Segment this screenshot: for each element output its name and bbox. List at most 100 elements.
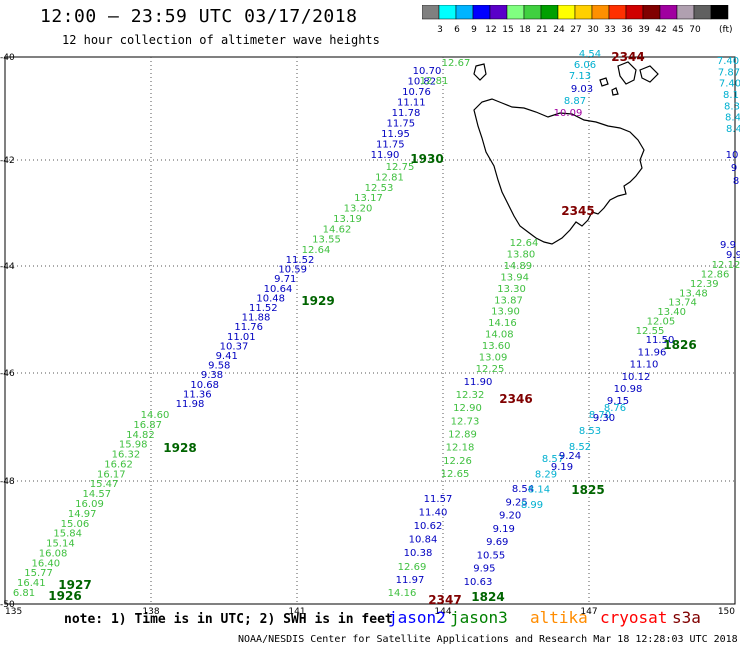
swh-value-label: 10.37 <box>220 341 249 352</box>
swh-value-label: 11.90 <box>371 150 400 161</box>
swh-value-label: 13.74 <box>668 298 697 309</box>
scale-label: 30 <box>587 25 599 35</box>
swh-value-label: 11.75 <box>376 140 405 151</box>
pass-time-label: 1930 <box>410 152 443 166</box>
swh-value-label: 14.89 <box>503 261 532 272</box>
longitude-tick: 138 <box>142 607 159 617</box>
swh-value-label: 14.82 <box>126 430 155 441</box>
swh-value-label: 9.38 <box>201 370 223 381</box>
swh-value-label: 9.9 <box>726 250 740 261</box>
scale-label: 12 <box>485 25 496 35</box>
swh-value-label: 13.19 <box>333 214 362 225</box>
swh-value-label: 11.11 <box>397 98 426 109</box>
scale-label: 24 <box>553 25 565 35</box>
swh-value-label: 10.38 <box>404 548 433 559</box>
scale-label: 45 <box>672 25 683 35</box>
swh-value-label: 11.88 <box>242 313 271 324</box>
swh-value-label: 8.57 <box>542 454 564 465</box>
longitude-tick: 150 <box>718 607 735 617</box>
swh-value-label: 16.87 <box>133 420 162 431</box>
swh-value-label: 13.40 <box>657 307 686 318</box>
swh-value-label: 14.57 <box>82 489 111 500</box>
swh-value-label: 10.09 <box>554 108 583 119</box>
island-small <box>599 77 619 96</box>
swh-value-label: 14.16 <box>388 588 417 599</box>
swh-value-label: 7.40 <box>719 79 740 90</box>
color-scale-legend: 3 6 9 12 15 18 21 24 27 30 33 36 39 42 45 70 (ft) <box>422 5 732 35</box>
swh-value-label: 15.84 <box>53 529 82 540</box>
swh-value-label: 10.82 <box>407 77 436 88</box>
swh-value-label: 12.64 <box>302 245 331 256</box>
swh-value-label: 10.76 <box>402 87 431 98</box>
swh-value-label: 10.55 <box>477 550 506 561</box>
tasmania-coastline <box>473 61 659 245</box>
island-king <box>473 63 487 81</box>
swh-value-label: 8.52 <box>569 442 591 453</box>
swh-value-label: 16.41 <box>17 578 46 589</box>
scale-label: 15 <box>502 25 513 35</box>
swh-value-label: 8.76 <box>604 403 626 414</box>
swh-value-label: 11.57 <box>424 494 453 505</box>
altimeter-tracks: 6.8116.4115.7716.4016.0815.1415.8415.061… <box>13 49 740 607</box>
swh-value-label: 11.98 <box>176 399 205 410</box>
longitude-tick: 144 <box>434 607 451 617</box>
swh-value-label: 9.95 <box>473 564 495 575</box>
swh-value-label: 13.20 <box>344 204 373 215</box>
swh-value-label: 8.29 <box>535 469 557 480</box>
pass-time-label: 1826 <box>663 338 696 352</box>
swh-value-label: 13.17 <box>354 193 383 204</box>
swh-value-label: 11.95 <box>381 129 410 140</box>
scale-label: 3 <box>437 25 443 35</box>
swh-value-label: 12.26 <box>443 456 472 467</box>
swh-value-label: 16.62 <box>104 459 133 470</box>
swh-value-label: 8.4 <box>726 124 740 135</box>
swh-value-label: 10.68 <box>190 380 219 391</box>
swh-value-label: 15.14 <box>46 539 75 550</box>
swh-value-label: 13.30 <box>497 284 526 295</box>
scale-label: 42 <box>655 25 666 35</box>
swh-value-label: 9.20 <box>499 511 521 522</box>
swh-value-label: 10.48 <box>256 293 285 304</box>
latitude-tick: -40 <box>0 53 15 63</box>
scale-label: 6 <box>454 25 460 35</box>
swh-value-label: 8 <box>733 176 739 187</box>
latitude-tick: -42 <box>0 156 15 166</box>
pass-time-label: 1926 <box>48 589 81 603</box>
swh-value-label: 15.77 <box>24 568 53 579</box>
swh-value-label: 10.98 <box>614 384 643 395</box>
swh-value-label: 12.12 <box>712 260 740 271</box>
swh-value-label: 9.9 <box>720 240 736 251</box>
satellite-s3a: s3a <box>672 608 701 627</box>
swh-value-label: 14.60 <box>141 410 170 421</box>
swh-value-label: 10 <box>726 150 739 161</box>
swh-value-label: 9.41 <box>216 351 238 362</box>
swh-value-label: 9.69 <box>486 537 508 548</box>
scale-label: 21 <box>536 25 547 35</box>
satellite-cryosat: cryosat <box>600 608 668 627</box>
swh-value-label: 10.70 <box>413 66 442 77</box>
swh-value-label: 13.94 <box>500 272 529 283</box>
pass-time-label: 1825 <box>571 483 604 497</box>
swh-value-label: 11.90 <box>464 377 493 388</box>
swh-value-label: 12.67 <box>442 58 471 69</box>
scale-label: 9 <box>471 25 477 35</box>
swh-value-label: 11.01 <box>227 332 256 343</box>
pass-time-label: 1929 <box>301 294 334 308</box>
chart-subtitle: 12 hour collection of altimeter wave hei… <box>62 33 380 47</box>
scale-label: 39 <box>638 25 650 35</box>
swh-value-label: 13.48 <box>679 288 708 299</box>
swh-value-label: 15.06 <box>61 519 90 530</box>
latitude-tick: -50 <box>0 600 15 610</box>
swh-value-label: 13.90 <box>491 307 520 318</box>
swh-value-label: 11.78 <box>392 108 421 119</box>
swh-value-label: 14.97 <box>68 509 97 520</box>
swh-value-label: 14.62 <box>323 224 352 235</box>
swh-value-label: 7.87 <box>718 67 740 78</box>
swh-value-label: 8.1 <box>723 90 739 101</box>
swh-value-label: 10.59 <box>278 265 307 276</box>
scale-swatch <box>710 5 729 20</box>
swh-value-label: 12.89 <box>448 430 477 441</box>
swh-value-label: 8.87 <box>564 96 586 107</box>
swh-value-label: 11.52 <box>286 255 315 266</box>
